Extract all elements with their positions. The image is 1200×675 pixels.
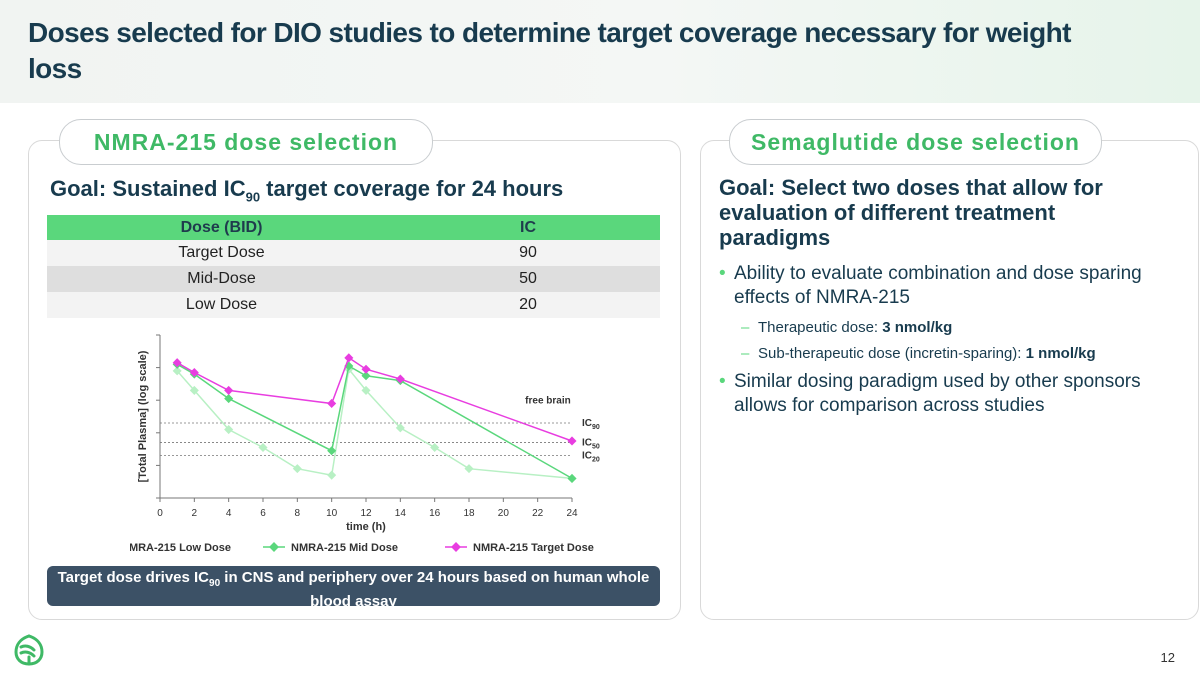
dose-table: Dose (BID) IC Target Dose 90 Mid-Dose 50… [47, 215, 660, 318]
series-line [176, 356, 573, 442]
threshold-label: IC20 [582, 451, 600, 464]
table-cell-dose: Low Dose [47, 292, 396, 318]
threshold-label: IC90 [582, 418, 600, 431]
left-panel-heading: NMRA-215 dose selection [59, 119, 433, 165]
data-point [395, 423, 405, 433]
data-point [327, 398, 337, 408]
sub-bullet-therapeutic: Therapeutic dose: 3 nmol/kg [719, 318, 1169, 338]
data-point [224, 385, 234, 395]
x-tick-label: 10 [326, 508, 338, 519]
right-bullet-list: Ability to evaluate combination and dose… [719, 262, 1169, 426]
x-tick-label: 20 [498, 508, 510, 519]
data-point [430, 442, 440, 452]
table-row: Mid-Dose 50 [47, 266, 660, 292]
table-header-ic: IC [396, 215, 660, 240]
callout-suffix: in CNS and periphery over 24 hours based… [220, 569, 650, 610]
data-point [327, 470, 337, 480]
data-point [258, 442, 268, 452]
left-goal-prefix: Goal: Sustained IC [50, 176, 246, 201]
sub-bullet-label: Therapeutic dose: [758, 319, 883, 336]
data-point [361, 364, 371, 374]
legend-swatch-marker [269, 542, 279, 552]
table-cell-dose: Mid-Dose [47, 266, 396, 292]
threshold-label: IC50 [582, 438, 600, 451]
x-tick-label: 6 [260, 508, 266, 519]
table-row: Low Dose 20 [47, 292, 660, 318]
x-tick-label: 18 [463, 508, 475, 519]
series-line [176, 363, 573, 480]
sub-bullet-label: Sub-therapeutic dose (incretin-sparing): [758, 345, 1026, 362]
right-goal: Goal: Select two doses that allow for ev… [719, 175, 1103, 250]
callout-sub: 90 [209, 578, 221, 589]
x-axis-label: time (h) [346, 521, 386, 533]
table-cell-ic: 90 [396, 240, 660, 266]
page-title: Doses selected for DIO studies to determ… [28, 17, 1071, 84]
y-axis-label: [Total Plasma] (log scale) [137, 350, 149, 482]
x-tick-label: 14 [395, 508, 407, 519]
left-goal-suffix: target coverage for 24 hours [260, 176, 564, 201]
sub-bullet-value: 3 nmol/kg [882, 319, 953, 336]
callout-box: Target dose drives IC90 in CNS and perip… [47, 566, 660, 610]
x-tick-label: 16 [429, 508, 441, 519]
legend-swatch-marker [451, 542, 461, 552]
x-tick-label: 24 [566, 508, 578, 519]
table-row: Target Dose 90 [47, 240, 660, 266]
data-point [172, 366, 182, 376]
legend-label: NMRA-215 Low Dose [130, 542, 231, 554]
table-cell-ic: 20 [396, 292, 660, 318]
data-point [292, 464, 302, 474]
header-band [0, 0, 1200, 103]
page-number: 12 [1160, 650, 1175, 665]
data-point [464, 464, 474, 474]
left-goal: Goal: Sustained IC90 target coverage for… [50, 176, 563, 204]
x-tick-label: 12 [360, 508, 372, 519]
company-logo-icon [14, 634, 44, 666]
data-point [344, 353, 354, 363]
bullet-combination: Ability to evaluate combination and dose… [719, 262, 1169, 310]
x-tick-label: 4 [226, 508, 232, 519]
sub-bullet-subtherapeutic: Sub-therapeutic dose (incretin-sparing):… [719, 344, 1169, 364]
table-cell-dose: Target Dose [47, 240, 396, 266]
left-goal-sub: 90 [245, 189, 261, 205]
legend-label: NMRA-215 Mid Dose [291, 542, 398, 554]
table-header-dose: Dose (BID) [47, 215, 396, 240]
x-tick-label: 0 [157, 508, 163, 519]
series-line [176, 367, 573, 480]
table-header-row: Dose (BID) IC [47, 215, 660, 240]
x-tick-label: 22 [532, 508, 544, 519]
table-cell-ic: 50 [396, 266, 660, 292]
bullet-dosing-paradigm: Similar dosing paradigm used by other sp… [719, 370, 1169, 418]
x-tick-label: 2 [192, 508, 198, 519]
data-point [567, 473, 577, 483]
x-tick-label: 8 [295, 508, 301, 519]
callout-prefix: Target dose drives IC [57, 569, 210, 586]
legend-label: NMRA-215 Target Dose [473, 542, 594, 554]
right-panel-heading: Semaglutide dose selection [729, 119, 1102, 165]
data-point [567, 436, 577, 446]
sub-bullet-value: 1 nmol/kg [1025, 345, 1096, 362]
free-brain-annotation: free brain [525, 395, 571, 406]
